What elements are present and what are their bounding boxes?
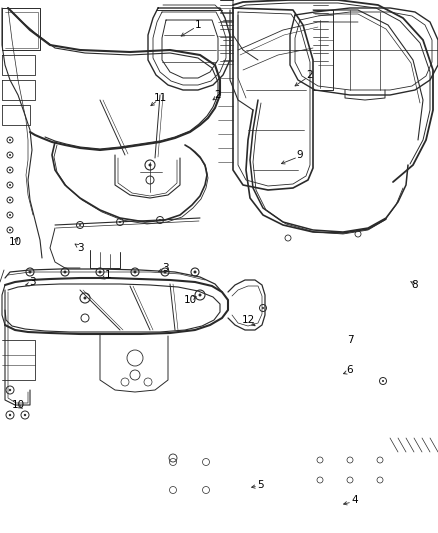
Circle shape — [24, 414, 26, 416]
Circle shape — [9, 229, 11, 231]
Circle shape — [9, 184, 11, 186]
Text: 2: 2 — [307, 70, 313, 80]
Circle shape — [198, 294, 201, 296]
Text: 9: 9 — [297, 150, 303, 160]
Circle shape — [163, 271, 166, 273]
Circle shape — [9, 154, 11, 156]
Text: 8: 8 — [412, 280, 418, 290]
Circle shape — [9, 139, 11, 141]
Circle shape — [9, 389, 11, 391]
Circle shape — [148, 164, 152, 166]
Circle shape — [9, 414, 11, 416]
Circle shape — [9, 199, 11, 201]
Circle shape — [119, 221, 121, 223]
Text: 3: 3 — [77, 243, 83, 253]
Circle shape — [262, 307, 264, 309]
Circle shape — [28, 271, 32, 273]
Circle shape — [64, 271, 67, 273]
Circle shape — [84, 296, 86, 300]
Text: 10: 10 — [184, 295, 197, 305]
Circle shape — [9, 169, 11, 171]
Text: 1: 1 — [194, 20, 201, 30]
Text: 7: 7 — [347, 335, 353, 345]
Text: 10: 10 — [11, 400, 25, 410]
Text: 3: 3 — [162, 263, 168, 273]
Text: 3: 3 — [28, 277, 35, 287]
Circle shape — [159, 219, 161, 221]
Text: 1: 1 — [105, 270, 111, 280]
Circle shape — [99, 271, 102, 273]
Text: 12: 12 — [241, 315, 254, 325]
Text: 4: 4 — [352, 495, 358, 505]
Text: 10: 10 — [8, 237, 21, 247]
Circle shape — [134, 271, 137, 273]
Circle shape — [194, 271, 197, 273]
Text: 2: 2 — [215, 90, 221, 100]
Circle shape — [79, 224, 81, 226]
Circle shape — [9, 214, 11, 216]
Circle shape — [382, 380, 384, 382]
Text: 11: 11 — [153, 93, 166, 103]
Text: 5: 5 — [257, 480, 263, 490]
Text: 6: 6 — [347, 365, 353, 375]
